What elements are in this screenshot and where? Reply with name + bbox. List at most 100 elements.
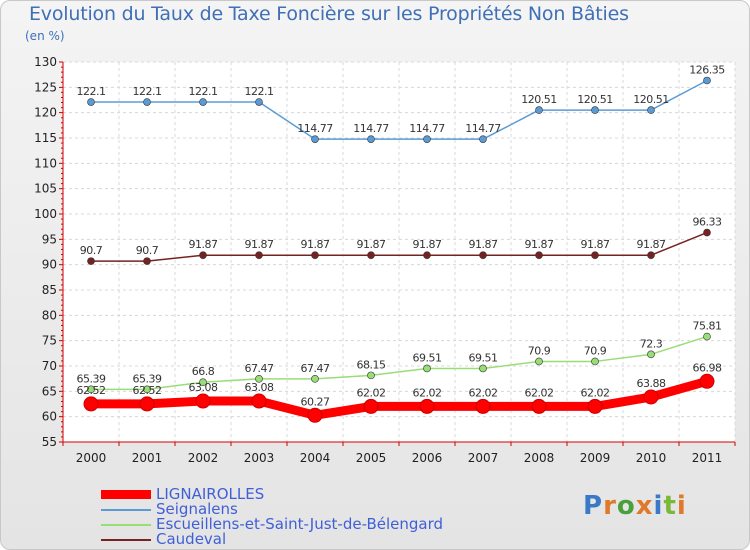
data-label: 63.08 bbox=[245, 381, 274, 394]
data-point bbox=[311, 251, 319, 259]
data-label: 62.02 bbox=[525, 386, 554, 399]
series-line-1 bbox=[90, 79, 708, 140]
data-label: 68.15 bbox=[357, 358, 386, 371]
y-tick-label: 75 bbox=[42, 334, 57, 348]
y-tick-label: 55 bbox=[42, 435, 57, 449]
x-tick-label: 2000 bbox=[76, 451, 107, 465]
data-point bbox=[699, 373, 715, 389]
data-point bbox=[199, 378, 207, 387]
y-tick-label: 95 bbox=[42, 232, 57, 246]
data-point bbox=[703, 76, 711, 85]
data-label: 91.87 bbox=[357, 238, 386, 251]
chart-subtitle: (en %) bbox=[25, 29, 65, 43]
y-tick-label: 115 bbox=[34, 131, 57, 145]
legend-label-escueillens: Escueillens-et-Saint-Just-de-Bélengard bbox=[156, 515, 444, 533]
data-label: 91.87 bbox=[469, 238, 498, 251]
y-tick-label: 60 bbox=[42, 410, 57, 424]
data-point bbox=[423, 364, 431, 373]
data-label: 114.77 bbox=[297, 122, 333, 135]
data-label: 63.88 bbox=[637, 377, 666, 390]
logo-letter: i bbox=[653, 491, 664, 521]
data-label: 120.51 bbox=[577, 93, 613, 106]
data-label: 90.7 bbox=[136, 244, 159, 257]
series-line-2 bbox=[90, 335, 708, 391]
data-label: 70.9 bbox=[584, 344, 607, 357]
data-point bbox=[531, 398, 547, 414]
data-point bbox=[87, 98, 95, 106]
y-tick-label: 110 bbox=[34, 156, 57, 170]
data-point bbox=[535, 251, 543, 259]
data-point bbox=[139, 396, 155, 412]
data-label: 91.87 bbox=[581, 238, 610, 251]
data-label: 66.8 bbox=[192, 365, 215, 378]
data-label: 72.3 bbox=[640, 337, 663, 350]
data-label: 126.35 bbox=[689, 63, 725, 76]
x-tick-label: 2003 bbox=[244, 451, 275, 465]
data-label: 91.87 bbox=[245, 238, 274, 251]
data-point bbox=[423, 251, 431, 259]
series-line-0 bbox=[86, 376, 712, 420]
data-point bbox=[475, 398, 491, 414]
data-label: 122.1 bbox=[189, 85, 218, 98]
data-label: 120.51 bbox=[633, 93, 669, 106]
x-tick-label: 2010 bbox=[636, 451, 667, 465]
y-tick-label: 105 bbox=[34, 182, 57, 196]
data-label: 96.33 bbox=[693, 216, 722, 229]
data-point bbox=[479, 364, 487, 373]
data-point bbox=[311, 375, 319, 383]
data-label: 91.87 bbox=[525, 238, 554, 251]
data-label: 60.27 bbox=[301, 395, 330, 408]
y-tick-label: 90 bbox=[42, 258, 57, 272]
data-point bbox=[367, 251, 375, 259]
series-line-3 bbox=[90, 231, 708, 262]
logo-letter: o bbox=[616, 491, 636, 521]
data-point bbox=[367, 135, 375, 143]
legend-label-seignalens: Seignalens bbox=[156, 500, 238, 518]
data-point bbox=[143, 98, 151, 106]
legend-label-caudeval: Caudeval bbox=[156, 530, 227, 548]
data-point bbox=[255, 251, 263, 259]
data-label: 65.39 bbox=[133, 372, 162, 385]
legend-swatch-escueillens bbox=[101, 524, 151, 526]
data-label: 62.52 bbox=[133, 384, 162, 397]
data-point bbox=[591, 106, 599, 114]
legend-swatch-seignalens bbox=[101, 509, 151, 511]
x-tick-label: 2005 bbox=[356, 451, 387, 465]
data-point bbox=[143, 257, 151, 265]
data-point bbox=[83, 396, 99, 412]
data-label: 91.87 bbox=[301, 238, 330, 251]
data-label: 66.98 bbox=[693, 361, 722, 374]
legend-swatch-lignairolles bbox=[101, 490, 151, 499]
data-label: 62.02 bbox=[413, 386, 442, 399]
y-tick-label: 80 bbox=[42, 308, 57, 322]
x-tick-label: 2001 bbox=[132, 451, 163, 465]
data-label: 122.1 bbox=[245, 85, 274, 98]
data-point bbox=[647, 106, 655, 114]
logo-letter: x bbox=[635, 491, 654, 521]
data-label: 122.1 bbox=[133, 85, 162, 98]
y-tick-label: 85 bbox=[42, 283, 57, 297]
logo-letter: r bbox=[603, 491, 617, 521]
legend-label-lignairolles: LIGNAIROLLES bbox=[156, 485, 265, 503]
data-label: 90.7 bbox=[80, 244, 103, 257]
data-point bbox=[591, 251, 599, 259]
data-label: 65.39 bbox=[77, 372, 106, 385]
data-point bbox=[307, 407, 323, 423]
proxiti-logo: Proxiti bbox=[583, 491, 687, 521]
data-label: 67.47 bbox=[301, 362, 330, 375]
y-tick-label: 70 bbox=[42, 359, 57, 373]
data-point bbox=[363, 398, 379, 414]
logo-letter: P bbox=[583, 491, 604, 521]
data-label: 62.02 bbox=[357, 386, 386, 399]
data-label: 62.02 bbox=[581, 386, 610, 399]
x-tick-label: 2008 bbox=[524, 451, 555, 465]
data-point bbox=[251, 393, 267, 409]
x-tick-label: 2009 bbox=[580, 451, 611, 465]
data-label: 69.51 bbox=[469, 351, 498, 364]
logo-letter: i bbox=[676, 491, 687, 521]
data-label: 114.77 bbox=[465, 122, 501, 135]
data-point bbox=[419, 398, 435, 414]
data-point bbox=[143, 385, 151, 394]
